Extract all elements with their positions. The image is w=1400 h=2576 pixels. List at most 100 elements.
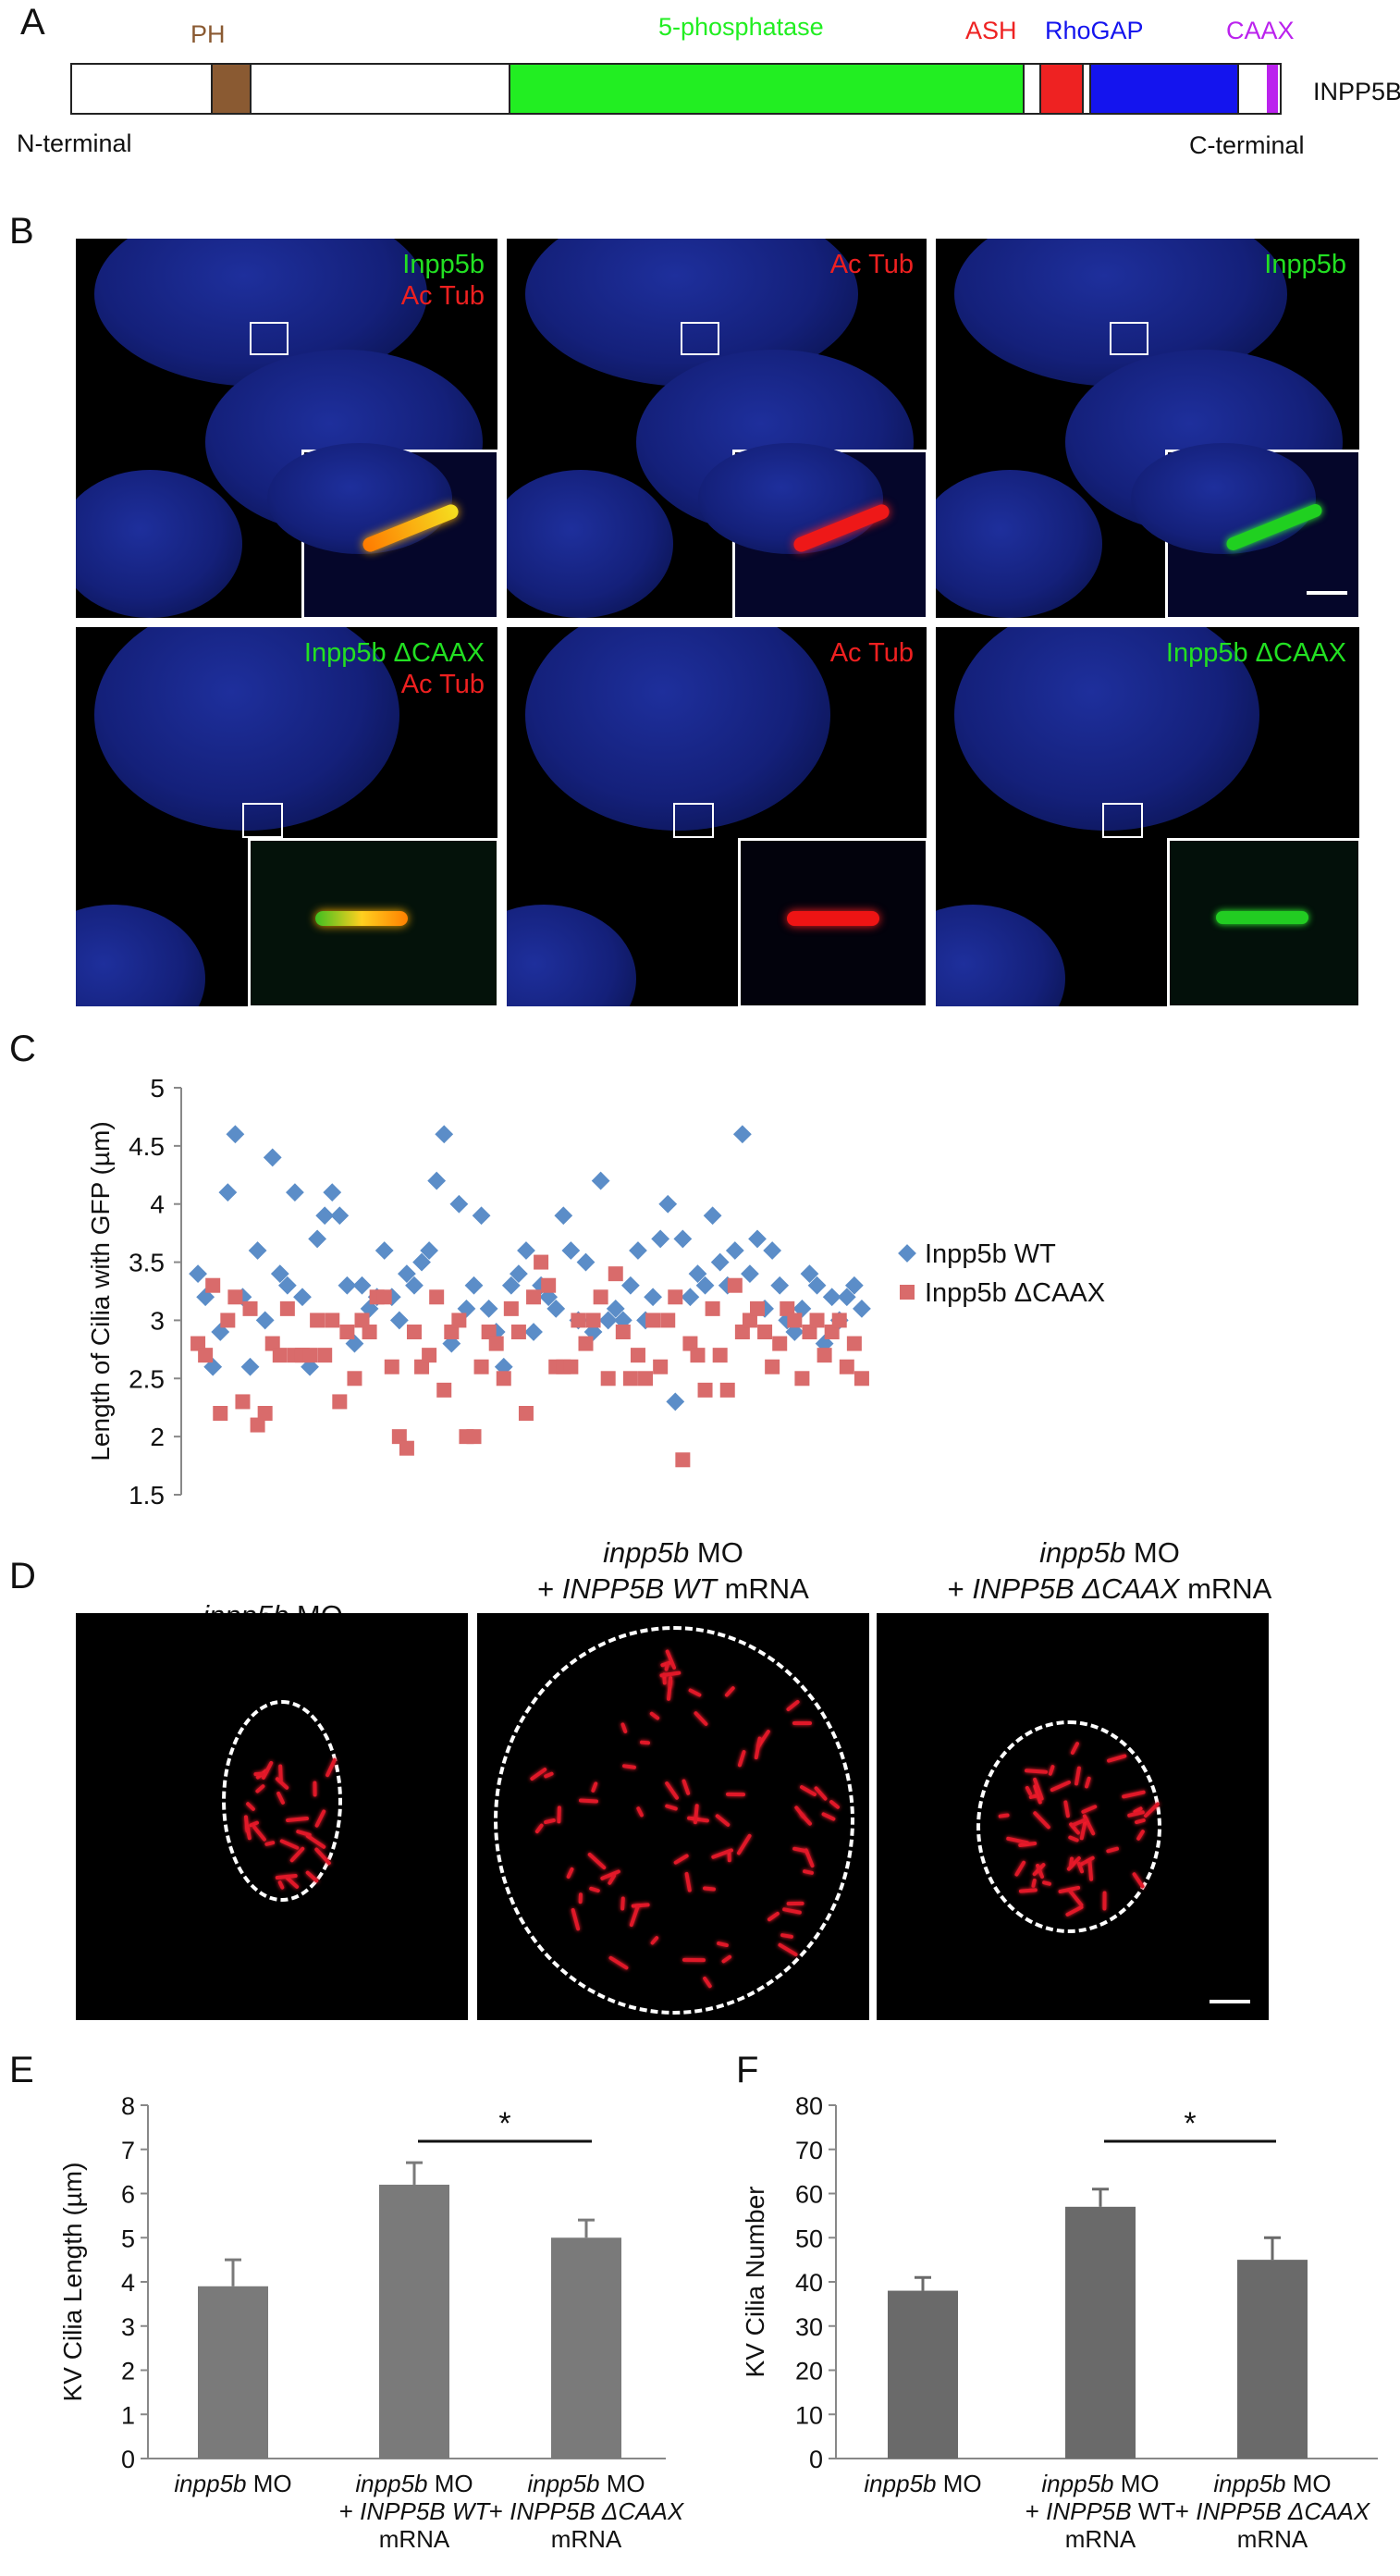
bar [379, 2184, 449, 2459]
point-wt [576, 1252, 596, 1272]
point-dcaax [653, 1359, 669, 1374]
point-dcaax [541, 1277, 557, 1293]
point-wt [218, 1183, 238, 1202]
label-ac-tub: Ac Tub [400, 670, 485, 699]
kv-outline [222, 1700, 342, 1902]
point-wt [673, 1229, 693, 1249]
y-tick-label: 2 [121, 2358, 135, 2385]
rhogap-label: RhoGAP [1045, 17, 1144, 44]
point-dcaax [802, 1325, 817, 1339]
point-wt [248, 1241, 267, 1260]
y-axis-label: KV Cilia Number [741, 2187, 769, 2378]
nucleus [507, 470, 673, 618]
scatter-chart-c: 5 4.5 4 3.5 3 2.5 2 1.5 Length of Cilia with GFP… [86, 1074, 1105, 1510]
nucleus [267, 443, 452, 554]
point-wt [472, 1206, 491, 1226]
point-dcaax [429, 1289, 445, 1305]
point-dcaax [444, 1325, 460, 1339]
point-dcaax [391, 1429, 407, 1445]
point-wt [189, 1264, 207, 1284]
point-dcaax [220, 1313, 236, 1328]
legend-marker-dcaax [900, 1285, 915, 1300]
y-tick-label: 50 [795, 2225, 823, 2252]
nucleus [954, 627, 1259, 831]
category-text: MO [246, 2470, 291, 2497]
cilium [787, 911, 879, 926]
label-ac-tub: Ac Tub [829, 250, 914, 279]
point-wt [449, 1194, 469, 1214]
y-tick-label: 2.5 [129, 1364, 165, 1393]
point-dcaax [250, 1417, 265, 1433]
y-tick-label: 10 [795, 2401, 823, 2429]
point-wt [435, 1125, 454, 1144]
legend-label: Inpp5b WT [925, 1239, 1056, 1269]
point-wt [464, 1276, 484, 1295]
cilium [1216, 911, 1308, 924]
point-dcaax [697, 1382, 713, 1398]
point-dcaax [668, 1289, 683, 1305]
point-dcaax [831, 1313, 847, 1328]
scale-bar [1307, 591, 1347, 595]
point-dcaax [422, 1348, 437, 1363]
inpp5b-domain-bar [70, 63, 1282, 115]
label-ac-tub: Ac Tub [400, 281, 485, 311]
cilium [313, 1781, 318, 1797]
category-label: mRNA [379, 2525, 450, 2553]
micrograph-red-wt: Ac Tub [507, 239, 927, 618]
category-construct: INPP5B WT [360, 2497, 491, 2525]
category-text: MO [427, 2470, 473, 2497]
point-dcaax [757, 1325, 773, 1339]
point-wt [853, 1299, 871, 1318]
panel-label-e: E [9, 2050, 34, 2090]
point-dcaax [264, 1336, 280, 1351]
category-gene: inpp5b [174, 2470, 246, 2497]
cilium [579, 1797, 599, 1804]
nucleus [525, 627, 830, 831]
nucleus [76, 470, 242, 618]
label-inpp5b-dcaax: Inpp5b ΔCAAX [303, 638, 485, 668]
panel-label-f: F [736, 2050, 759, 2090]
point-dcaax [473, 1359, 489, 1374]
y-tick-label: 0 [809, 2446, 823, 2473]
legend-label: Inpp5b ΔCAAX [925, 1278, 1105, 1308]
point-dcaax [488, 1336, 504, 1351]
cilium [315, 911, 408, 926]
point-dcaax [772, 1336, 788, 1351]
point-dcaax [854, 1371, 869, 1387]
caax-label: CAAX [1226, 17, 1295, 44]
y-tick-label: 70 [795, 2137, 823, 2164]
y-tick-label: 2 [150, 1423, 165, 1451]
category-text: + [1025, 2497, 1046, 2525]
point-wt [710, 1252, 730, 1272]
category-text: + [339, 2497, 360, 2525]
point-dcaax [534, 1254, 549, 1270]
y-tick-label: 3.5 [129, 1249, 165, 1277]
point-dcaax [563, 1359, 579, 1374]
point-wt [517, 1241, 535, 1260]
category-gene: inpp5b [864, 2470, 936, 2497]
point-wt [375, 1241, 394, 1260]
kv-image-wt [477, 1613, 869, 2020]
point-dcaax [622, 1371, 638, 1387]
category-text: MO [1113, 2470, 1159, 2497]
y-tick-label: 5 [150, 1074, 165, 1103]
point-dcaax [227, 1289, 243, 1305]
category-text: + [489, 2497, 510, 2525]
point-dcaax [310, 1313, 325, 1328]
point-dcaax [526, 1289, 542, 1305]
category-label: mRNA [551, 2525, 622, 2553]
point-wt [741, 1264, 759, 1284]
point-wt [591, 1171, 610, 1190]
label-ac-tub: Ac Tub [829, 638, 914, 668]
point-dcaax [414, 1359, 430, 1374]
significance-star: * [1184, 2106, 1196, 2141]
point-wt [561, 1241, 581, 1260]
cilium [556, 1806, 561, 1824]
point-wt [822, 1288, 841, 1307]
kv-label-wt: inpp5b MO + INPP5B WT mRNA [537, 1536, 809, 1605]
y-tick-label: 7 [121, 2137, 135, 2164]
point-dcaax [213, 1406, 228, 1421]
bar [888, 2290, 958, 2459]
y-tick-label: 20 [795, 2358, 823, 2385]
point-dcaax [578, 1336, 594, 1351]
